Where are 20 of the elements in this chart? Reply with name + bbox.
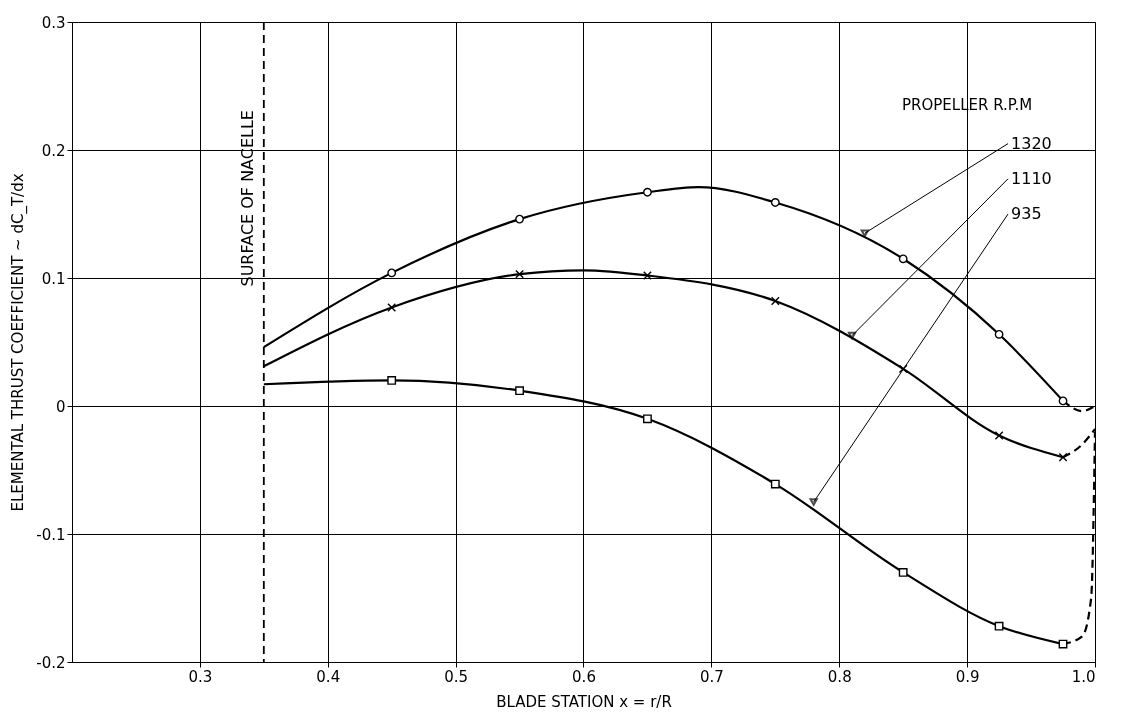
x-tick-label: 0.6 [572, 667, 596, 686]
x-tick-label: 0.5 [444, 667, 469, 686]
x-tick-label: 0.7 [699, 667, 724, 686]
annotation: 1110 [1011, 168, 1052, 188]
annotation: 1320 [1011, 133, 1052, 153]
x-tick-label: 0.3 [188, 667, 213, 686]
annotation: 935 [1011, 204, 1042, 223]
x-tick-label: 1.0 [1071, 667, 1096, 686]
x-tick-label: 0.4 [316, 667, 341, 686]
ref-line-label: SURFACE OF NACELLE [237, 110, 257, 287]
y-tick-label: 0.3 [41, 13, 66, 32]
y-axis-title: ELEMENTAL THRUST COEFFICIENT ~ dC_T/dx [9, 173, 29, 512]
y-tick-label: 0.1 [41, 269, 66, 288]
x-axis-title: BLADE STATION x = r/R [496, 692, 672, 711]
x-tick-label: 0.9 [955, 667, 980, 686]
y-tick-label: 0 [55, 397, 66, 416]
y-tick-label: -0.2 [36, 653, 66, 672]
x-tick-label: 0.8 [827, 667, 852, 686]
y-tick-label: -0.1 [36, 525, 66, 544]
y-tick-label: 0.2 [41, 141, 66, 160]
